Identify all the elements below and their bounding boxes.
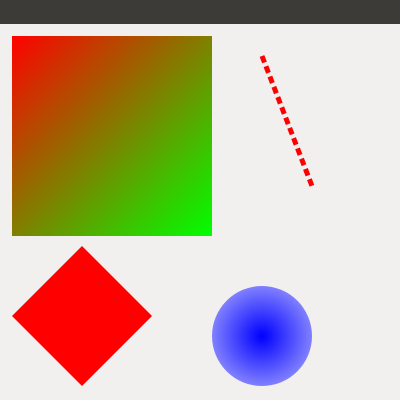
gradient-square[interactable] xyxy=(12,36,212,236)
drawing-canvas[interactable] xyxy=(0,24,400,400)
red-diamond[interactable] xyxy=(12,246,152,386)
window-titlebar[interactable] xyxy=(0,0,400,24)
dashed-red-line[interactable] xyxy=(259,55,315,187)
canvas-svg xyxy=(12,36,315,386)
blue-radial-circle[interactable] xyxy=(212,286,312,386)
